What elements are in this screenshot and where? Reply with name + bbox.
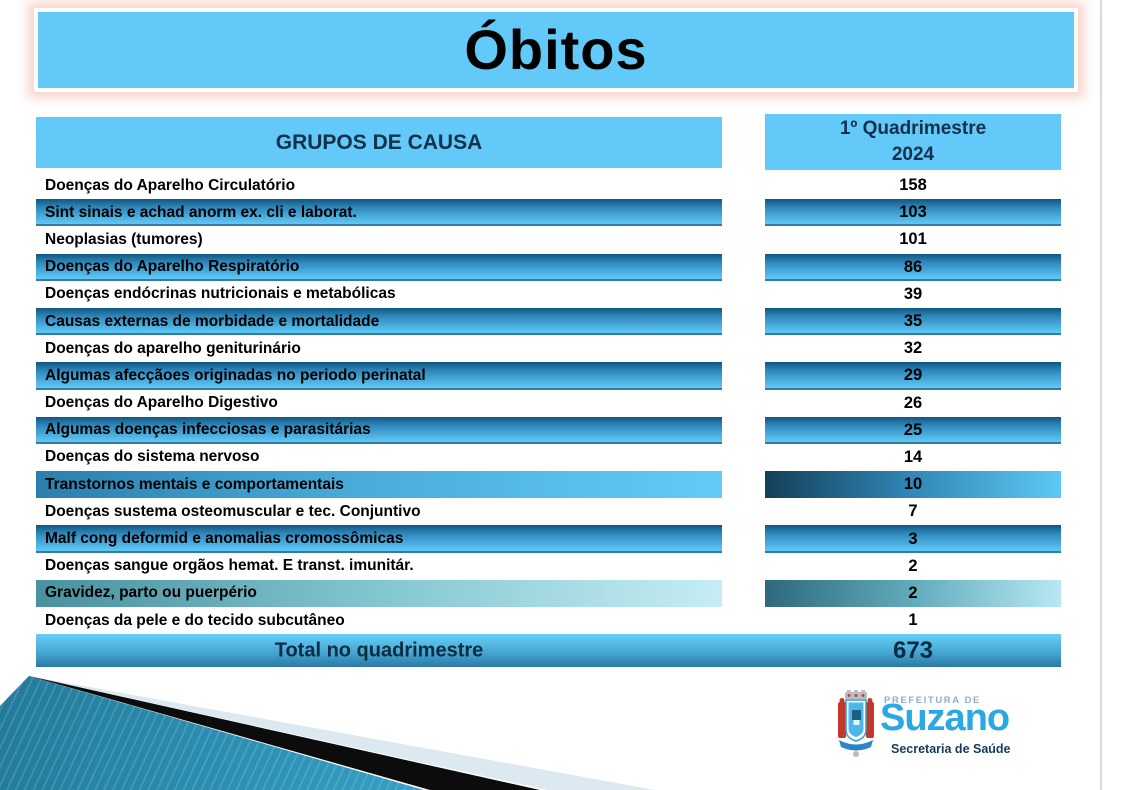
- table-row: Doenças do aparelho geniturinário 32: [36, 335, 1061, 362]
- column-gap: [722, 580, 765, 607]
- row-value: 14: [903, 447, 923, 466]
- row-label: Doenças do Aparelho Respiratório: [36, 253, 722, 281]
- row-label: Algumas afecçãoes originadas no periodo …: [36, 362, 722, 390]
- column-gap: [722, 498, 765, 525]
- row-label: Doenças sangue orgãos hemat. E transt. i…: [45, 557, 414, 575]
- white-separator-wedge: [0, 676, 430, 790]
- table-row: Neoplasias (tumores) 101: [36, 226, 1061, 253]
- row-value: 86: [765, 253, 1061, 281]
- row-label: Algumas doenças infecciosas e parasitári…: [36, 416, 722, 444]
- row-label: Causas externas de morbidade e mortalida…: [36, 307, 722, 336]
- row-value: 101: [899, 230, 927, 249]
- row-label: Sint sinais e achad anorm ex. cli e labo…: [36, 199, 722, 227]
- page-title: Óbitos: [464, 18, 648, 81]
- row-value: 2: [908, 556, 918, 575]
- row-label: Doenças da pele e do tecido subcutâneo: [45, 611, 345, 629]
- column-header-causes: GRUPOS DE CAUSA: [36, 117, 722, 168]
- table-rows: Doenças do Aparelho Circulatório 158 Sin…: [36, 172, 1061, 634]
- total-value: 673: [892, 636, 934, 664]
- period-line2: 2024: [891, 144, 935, 165]
- column-gap: [722, 308, 765, 335]
- total-label: Total no quadrimestre: [274, 639, 484, 661]
- table-row: Doenças endócrinas nutricionais e metabó…: [36, 281, 1061, 308]
- column-gap: [722, 172, 765, 199]
- table-row: Doenças sustema osteomuscular e tec. Con…: [36, 498, 1061, 525]
- table-row: Doenças sangue orgãos hemat. E transt. i…: [36, 553, 1061, 580]
- column-gap: [722, 199, 765, 226]
- suzano-logo: PREFEITURA DE Suzano Secretaria de Saúde: [833, 688, 1033, 768]
- table-row: Sint sinais e achad anorm ex. cli e labo…: [36, 199, 1061, 227]
- table-row: Causas externas de morbidade e mortalida…: [36, 307, 1061, 336]
- white-separator-wedge: [0, 676, 547, 790]
- city-crest-icon: [838, 690, 874, 757]
- column-gap: [722, 471, 765, 498]
- column-gap: [722, 553, 765, 580]
- row-value: 3: [765, 525, 1061, 553]
- column-gap: [722, 254, 765, 281]
- row-label: Doenças sustema osteomuscular e tec. Con…: [45, 502, 421, 520]
- column-gap: [722, 226, 765, 253]
- column-gap: [722, 362, 765, 389]
- row-label: Transtornos mentais e comportamentais: [36, 471, 722, 499]
- row-value: 1: [908, 611, 918, 630]
- table-row: Malf cong deformid e anomalias cromossôm…: [36, 525, 1061, 553]
- column-gap: [722, 444, 765, 471]
- row-label: Doenças do sistema nervoso: [45, 448, 260, 466]
- column-gap: [722, 525, 765, 552]
- row-value: 7: [908, 502, 918, 521]
- row-value: 32: [903, 339, 923, 358]
- logo-top-text: PREFEITURA DE: [884, 695, 981, 706]
- row-label: Doenças endócrinas nutricionais e metabó…: [45, 285, 396, 303]
- logo-name: Suzano: [880, 697, 1010, 739]
- row-value: 39: [903, 284, 923, 303]
- table-row: Algumas doenças infecciosas e parasitári…: [36, 416, 1061, 444]
- table-row: Doenças do Aparelho Digestivo 26: [36, 390, 1061, 417]
- column-gap: [722, 607, 765, 634]
- column-gap: [722, 417, 765, 444]
- row-value: 25: [765, 416, 1061, 444]
- title-banner: Óbitos: [34, 8, 1078, 92]
- row-label: Gravidez, parto ou puerpério: [36, 579, 722, 607]
- teal-wedge: [0, 676, 424, 790]
- table-row: Doenças do Aparelho Circulatório 158: [36, 172, 1061, 199]
- period-line1: 1º Quadrimestre: [839, 118, 987, 140]
- table-row: Transtornos mentais e comportamentais 10: [36, 471, 1061, 499]
- table-row: Doenças da pele e do tecido subcutâneo 1: [36, 607, 1061, 634]
- row-value: 10: [765, 471, 1061, 499]
- column-gap: [722, 281, 765, 308]
- row-label: Malf cong deformid e anomalias cromossôm…: [36, 525, 722, 553]
- table-row: Doenças do Aparelho Respiratório 86: [36, 253, 1061, 281]
- pale-wedge: [0, 676, 655, 790]
- row-value: 35: [765, 307, 1061, 336]
- row-value: 2: [765, 579, 1061, 607]
- slide-edge-line: [1100, 0, 1102, 790]
- row-label: Neoplasias (tumores): [45, 230, 203, 248]
- column-header-period: 1º Quadrimestre 2024: [765, 114, 1061, 170]
- total-row: Total no quadrimestre 673: [36, 634, 1061, 667]
- table-row: Algumas afecçãoes originadas no periodo …: [36, 362, 1061, 390]
- row-value: 103: [765, 199, 1061, 227]
- row-value: 26: [903, 393, 923, 412]
- row-value: 158: [899, 176, 927, 195]
- row-value: 29: [765, 362, 1061, 390]
- column-gap: [722, 335, 765, 362]
- column-gap: [722, 390, 765, 417]
- logo-subtitle: Secretaria de Saúde: [891, 742, 1011, 756]
- black-wedge: [0, 676, 540, 790]
- table-row: Gravidez, parto ou puerpério 2: [36, 579, 1061, 607]
- table-row: Doenças do sistema nervoso 14: [36, 444, 1061, 471]
- row-label: Doenças do Aparelho Circulatório: [45, 176, 296, 194]
- bottom-decoration: [0, 670, 660, 790]
- row-label: Doenças do Aparelho Digestivo: [45, 394, 278, 412]
- row-label: Doenças do aparelho geniturinário: [45, 339, 301, 357]
